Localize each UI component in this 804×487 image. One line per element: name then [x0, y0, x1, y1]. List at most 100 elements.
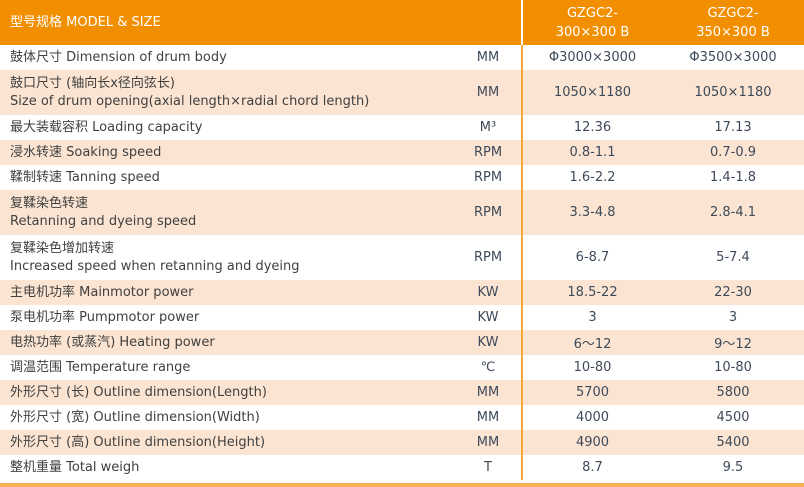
- row-label-line1: 鼓口尺寸 (轴向长x径向弦长): [10, 75, 175, 91]
- table-row: 复鞣染色转速 Retanning and dyeing speed RPM 3.…: [0, 190, 804, 235]
- header-col-model-1: GZGC2- 300×300 B: [523, 4, 662, 42]
- row-unit: M³: [479, 120, 497, 135]
- header-title-zh: 型号规格: [10, 15, 63, 30]
- row-value-col1: 18.5-22: [567, 285, 618, 300]
- column-divider: [521, 45, 523, 70]
- row-label-line1: 电热功率 (或蒸汽) Heating power: [10, 334, 215, 350]
- column-divider: [521, 330, 523, 355]
- column-divider: [521, 430, 523, 455]
- table-body: 鼓体尺寸 Dimension of drum body MM Φ3000×300…: [0, 45, 804, 483]
- row-value-col2: 17.13: [714, 120, 752, 135]
- row-label: 主电机功率 Mainmotor power: [0, 280, 455, 305]
- row-label: 泵电机功率 Pumpmotor power: [0, 305, 455, 330]
- row-value-col1: 3: [588, 310, 597, 325]
- header-title: 型号规格 MODEL & SIZE: [0, 13, 521, 32]
- table-row: 鞣制转速 Tanning speed RPM 1.6-2.2 1.4-1.8: [0, 165, 804, 190]
- table-row: 电热功率 (或蒸汽) Heating power KW 6～12 9～12: [0, 330, 804, 355]
- row-value-col1: 1.6-2.2: [569, 170, 616, 185]
- column-divider: [521, 70, 523, 115]
- row-value-col2: 5400: [716, 435, 750, 450]
- column-divider: [521, 355, 523, 380]
- row-label-line1: 调温范围 Temperature range: [10, 359, 191, 375]
- table-row: 鼓口尺寸 (轴向长x径向弦长) Size of drum opening(axi…: [0, 70, 804, 115]
- row-label: 外形尺寸 (长) Outline dimension(Length): [0, 380, 455, 405]
- column-divider: [521, 305, 523, 330]
- row-value-col1: 10-80: [573, 360, 612, 375]
- row-label-line2: Retanning and dyeing speed: [10, 213, 197, 229]
- row-unit: RPM: [473, 250, 503, 265]
- row-label: 鼓体尺寸 Dimension of drum body: [0, 45, 455, 70]
- header-col-1-size: 300×300 B: [555, 24, 630, 40]
- row-value-col2: Φ3500×3000: [689, 50, 777, 65]
- row-unit: ℃: [480, 360, 496, 375]
- row-value-col1: Φ3000×3000: [548, 50, 637, 65]
- table-row: 外形尺寸 (长) Outline dimension(Length) MM 57…: [0, 380, 804, 405]
- row-label: 鞣制转速 Tanning speed: [0, 165, 455, 190]
- row-label-line1: 复鞣染色增加转速: [10, 240, 115, 256]
- row-label: 整机重量 Total weigh: [0, 455, 455, 480]
- row-label-line1: 泵电机功率 Pumpmotor power: [10, 309, 200, 325]
- row-label-line1: 主电机功率 Mainmotor power: [10, 284, 194, 300]
- row-label: 外形尺寸 (宽) Outline dimension(Width): [0, 405, 455, 430]
- row-unit: MM: [476, 435, 500, 450]
- row-label: 电热功率 (或蒸汽) Heating power: [0, 330, 455, 355]
- column-divider: [521, 405, 523, 430]
- header-column-divider: [521, 0, 523, 45]
- table-header: 型号规格 MODEL & SIZE GZGC2- 300×300 B GZGC2…: [0, 0, 804, 45]
- row-label-line1: 外形尺寸 (宽) Outline dimension(Width): [10, 409, 260, 425]
- table-row: 外形尺寸 (宽) Outline dimension(Width) MM 400…: [0, 405, 804, 430]
- table-row: 复鞣染色增加转速 Increased speed when retanning …: [0, 235, 804, 280]
- row-unit: MM: [476, 85, 500, 100]
- row-label-line1: 外形尺寸 (高) Outline dimension(Height): [10, 434, 266, 450]
- table-row: 外形尺寸 (高) Outline dimension(Height) MM 49…: [0, 430, 804, 455]
- column-divider: [521, 140, 523, 165]
- column-divider: [521, 280, 523, 305]
- row-value-col2: 5-7.4: [716, 250, 750, 265]
- header-col-model-2: GZGC2- 350×300 B: [662, 4, 804, 42]
- row-label-line1: 外形尺寸 (长) Outline dimension(Length): [10, 384, 267, 400]
- row-value-col2: 1050×1180: [694, 85, 772, 100]
- row-unit: T: [484, 460, 492, 475]
- header-col-2-size: 350×300 B: [696, 24, 770, 40]
- row-label-line1: 复鞣染色转速: [10, 195, 89, 211]
- row-value-col2: 1.4-1.8: [709, 170, 757, 185]
- row-value-col2: 9.5: [722, 460, 744, 475]
- row-value-col2: 2.8-4.1: [709, 205, 757, 220]
- header-col-2-model: GZGC2-: [707, 5, 759, 21]
- table-row: 鼓体尺寸 Dimension of drum body MM Φ3000×300…: [0, 45, 804, 70]
- row-unit: RPM: [473, 205, 503, 220]
- row-label: 外形尺寸 (高) Outline dimension(Height): [0, 430, 455, 455]
- table-row: 整机重量 Total weigh T 8.7 9.5: [0, 455, 804, 480]
- row-value-col1: 12.36: [573, 120, 612, 135]
- table-row: 浸水转速 Soaking speed RPM 0.8-1.1 0.7-0.9: [0, 140, 804, 165]
- row-value-col2: 0.7-0.9: [709, 145, 757, 160]
- row-label: 复鞣染色转速 Retanning and dyeing speed: [0, 190, 455, 235]
- row-label-line1: 浸水转速 Soaking speed: [10, 144, 162, 160]
- row-unit: MM: [476, 385, 500, 400]
- row-label: 浸水转速 Soaking speed: [0, 140, 455, 165]
- table-row: 主电机功率 Mainmotor power KW 18.5-22 22-30: [0, 280, 804, 305]
- header-title-en: MODEL & SIZE: [66, 15, 161, 30]
- row-unit: MM: [476, 50, 500, 65]
- row-label: 复鞣染色增加转速 Increased speed when retanning …: [0, 235, 455, 280]
- row-value-col1: 6～12: [573, 337, 612, 352]
- column-divider: [521, 380, 523, 405]
- column-divider: [521, 455, 523, 480]
- row-label: 最大装载容积 Loading capacity: [0, 115, 455, 140]
- row-label: 鼓口尺寸 (轴向长x径向弦长) Size of drum opening(axi…: [0, 70, 455, 115]
- row-value-col1: 0.8-1.1: [569, 145, 616, 160]
- row-value-col2: 3: [728, 310, 738, 325]
- row-label-line1: 最大装载容积 Loading capacity: [10, 119, 203, 135]
- row-unit: MM: [476, 410, 500, 425]
- table-row: 调温范围 Temperature range ℃ 10-80 10-80: [0, 355, 804, 380]
- row-unit: KW: [477, 335, 499, 350]
- header-col-1-model: GZGC2-: [566, 5, 619, 21]
- row-value-col2: 10-80: [714, 360, 752, 375]
- row-unit: KW: [477, 310, 499, 325]
- row-value-col2: 4500: [716, 410, 750, 425]
- row-unit: RPM: [473, 170, 503, 185]
- row-unit: KW: [477, 285, 499, 300]
- row-value-col1: 4000: [575, 410, 610, 425]
- table-row: 最大装载容积 Loading capacity M³ 12.36 17.13: [0, 115, 804, 140]
